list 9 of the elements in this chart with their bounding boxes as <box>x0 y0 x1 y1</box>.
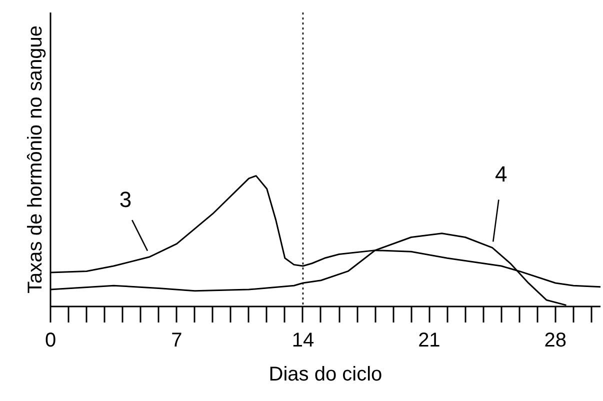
x-axis-title: Dias do ciclo <box>268 364 382 386</box>
x-tick-label: 28 <box>544 330 567 352</box>
x-tick-label: 0 <box>44 330 56 352</box>
x-tick-label: 14 <box>292 330 314 352</box>
text: 4 <box>494 162 508 187</box>
x-tick-label: 21 <box>418 330 440 352</box>
x-tick-label: 7 <box>171 330 182 352</box>
text: 3 <box>119 186 132 212</box>
y-axis-title: Taxas de hormônio no sangue <box>24 26 46 294</box>
